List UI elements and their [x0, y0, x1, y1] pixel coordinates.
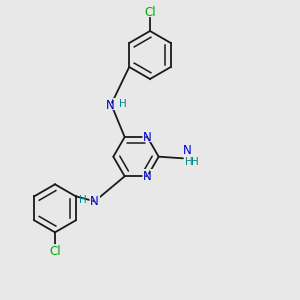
Text: N: N: [143, 130, 152, 143]
Text: N: N: [180, 143, 194, 158]
Text: H: H: [185, 157, 193, 167]
Text: N: N: [106, 99, 115, 112]
Text: H: H: [191, 157, 199, 167]
Text: N: N: [141, 130, 154, 145]
Text: N: N: [90, 195, 99, 208]
Text: H: H: [119, 99, 127, 109]
Text: N: N: [104, 98, 117, 113]
Text: N: N: [143, 170, 152, 183]
Text: N: N: [88, 194, 101, 209]
Text: N: N: [183, 145, 191, 158]
Text: Cl: Cl: [141, 4, 159, 20]
Text: Cl: Cl: [49, 245, 61, 258]
Text: H: H: [79, 195, 87, 205]
Text: Cl: Cl: [46, 244, 64, 259]
Text: Cl: Cl: [144, 5, 156, 19]
Text: N: N: [141, 169, 154, 184]
